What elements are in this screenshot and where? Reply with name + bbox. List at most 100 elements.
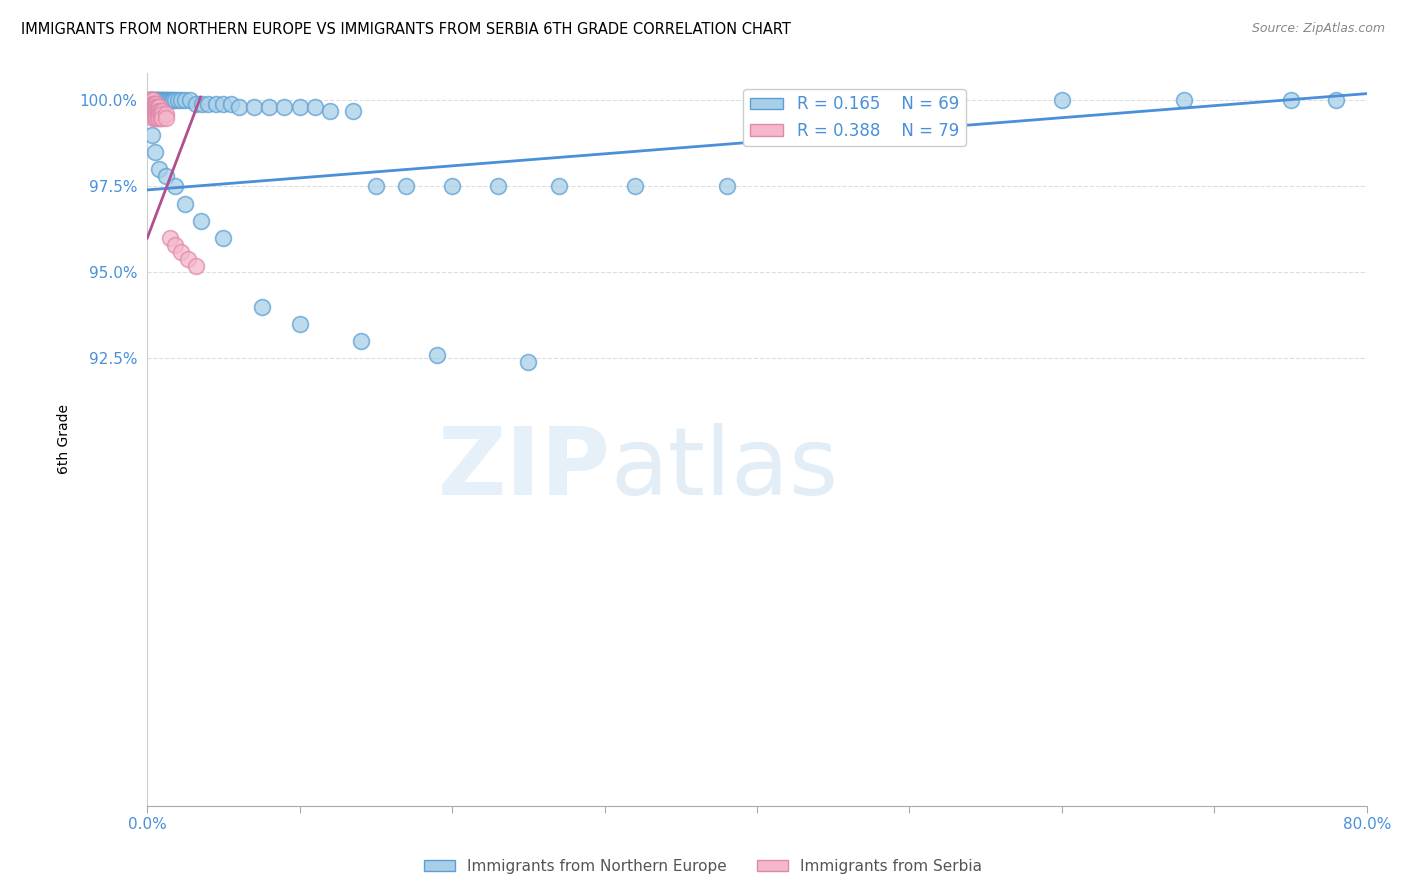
Point: [143, 103, 166, 118]
Point: [142, 94, 165, 108]
Point: [426, 348, 449, 362]
Point: [146, 107, 169, 121]
Point: [138, 103, 160, 118]
Text: ZIP: ZIP: [437, 423, 610, 515]
Point: [145, 103, 167, 118]
Point: [138, 94, 160, 108]
Point: [163, 94, 186, 108]
Point: [153, 94, 176, 108]
Point: [156, 94, 179, 108]
Point: [250, 300, 273, 314]
Point: [141, 97, 163, 112]
Point: [184, 259, 207, 273]
Point: [141, 97, 163, 112]
Point: [288, 100, 311, 114]
Point: [146, 94, 169, 108]
Point: [148, 111, 170, 125]
Point: [139, 100, 162, 114]
Point: [1324, 94, 1347, 108]
Point: [152, 103, 174, 118]
Point: [155, 107, 177, 121]
Point: [139, 97, 162, 112]
Point: [547, 179, 569, 194]
Point: [143, 94, 166, 108]
Point: [197, 97, 219, 112]
Point: [152, 94, 174, 108]
Point: [517, 355, 540, 369]
Point: [139, 94, 162, 108]
Point: [143, 103, 166, 118]
Point: [142, 111, 165, 125]
Point: [152, 94, 174, 108]
Point: [149, 94, 172, 108]
Point: [145, 103, 167, 118]
Point: [162, 94, 184, 108]
Point: [146, 100, 169, 114]
Point: [184, 97, 207, 112]
Legend: Immigrants from Northern Europe, Immigrants from Serbia: Immigrants from Northern Europe, Immigra…: [418, 853, 988, 880]
Point: [319, 103, 342, 118]
Point: [212, 231, 235, 245]
Point: [166, 94, 188, 108]
Point: [145, 111, 167, 125]
Point: [1279, 94, 1302, 108]
Point: [142, 107, 165, 121]
Point: [139, 100, 162, 114]
Point: [624, 179, 647, 194]
Point: [163, 238, 186, 252]
Point: [174, 196, 197, 211]
Point: [228, 100, 250, 114]
Point: [141, 100, 163, 114]
Point: [142, 97, 165, 112]
Point: [823, 94, 845, 108]
Point: [143, 97, 166, 112]
Text: Source: ZipAtlas.com: Source: ZipAtlas.com: [1251, 22, 1385, 36]
Point: [138, 94, 160, 108]
Point: [146, 100, 169, 114]
Point: [142, 94, 165, 108]
Point: [159, 94, 181, 108]
Point: [364, 179, 387, 194]
Point: [145, 94, 167, 108]
Point: [138, 97, 160, 112]
Point: [141, 103, 163, 118]
Point: [155, 169, 177, 183]
Point: [146, 103, 169, 118]
Point: [142, 103, 165, 118]
Point: [141, 107, 163, 121]
Point: [143, 100, 166, 114]
Point: [139, 94, 162, 108]
Point: [138, 100, 160, 114]
Point: [148, 94, 170, 108]
Point: [177, 252, 200, 266]
Point: [142, 100, 165, 114]
Point: [143, 94, 166, 108]
Point: [143, 145, 166, 160]
Point: [395, 179, 418, 194]
Point: [190, 214, 212, 228]
Point: [243, 100, 266, 114]
Point: [146, 94, 169, 108]
Point: [157, 94, 180, 108]
Point: [145, 94, 167, 108]
Legend: R = 0.165    N = 69, R = 0.388    N = 79: R = 0.165 N = 69, R = 0.388 N = 79: [744, 88, 966, 146]
Point: [148, 103, 170, 118]
Point: [155, 111, 177, 125]
Point: [145, 100, 167, 114]
Point: [142, 97, 165, 112]
Point: [138, 103, 160, 118]
Point: [148, 162, 170, 177]
Point: [138, 97, 160, 112]
Point: [141, 97, 163, 112]
Point: [141, 94, 163, 108]
Point: [486, 179, 509, 194]
Point: [148, 107, 170, 121]
Point: [152, 107, 174, 121]
Point: [1173, 94, 1195, 108]
Point: [142, 94, 165, 108]
Point: [143, 111, 166, 125]
Point: [146, 111, 169, 125]
Point: [139, 97, 162, 112]
Point: [304, 100, 326, 114]
Point: [138, 94, 160, 108]
